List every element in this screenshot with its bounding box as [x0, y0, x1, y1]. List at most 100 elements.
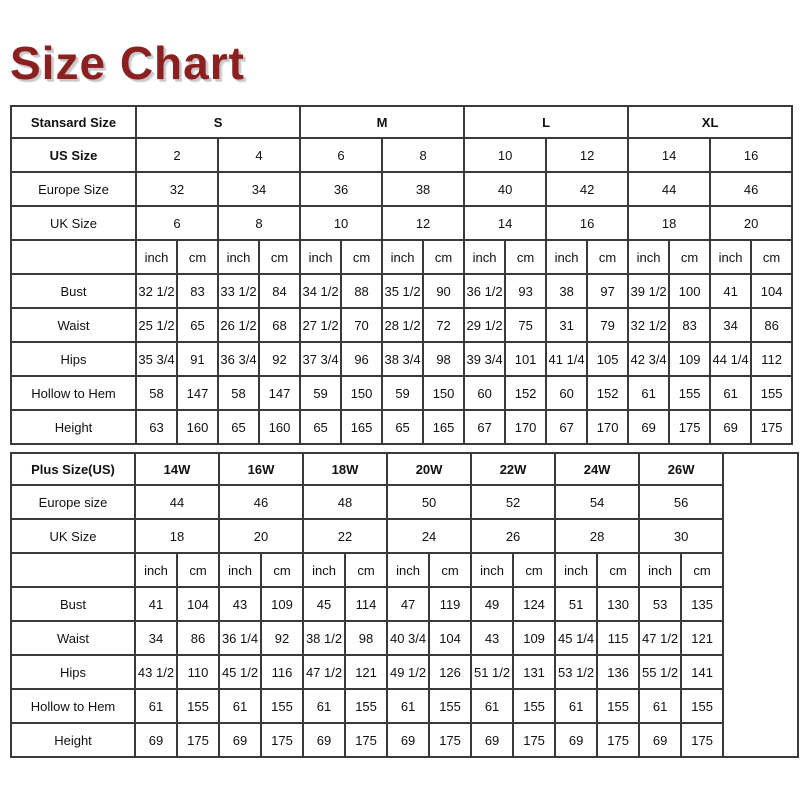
- size-value-cell: 18: [133, 518, 221, 554]
- measurement-value-cell: 38 1/2: [302, 620, 347, 656]
- size-row: UK Size 18 20 22 24 26 28 30: [10, 518, 798, 554]
- measurement-value-cell: 36 1/2: [463, 273, 507, 309]
- measurement-value-cell: 175: [344, 722, 389, 758]
- measurement-value-cell: 51 1/2: [470, 654, 515, 690]
- measurement-value-cell: 160: [257, 409, 302, 445]
- size-value-cell: 14: [463, 205, 548, 241]
- measurement-value-cell: 152: [586, 375, 630, 411]
- measurement-value-cell: 69: [627, 409, 671, 445]
- measurement-row: Height 63 160 65 160 65 165 65 165 67 170 67 170 69 17…: [10, 409, 794, 445]
- measurement-row: Bust 32 1/2 83 33 1/2 84 34 1/2 88 35 1/2 90 36 1…: [10, 273, 794, 309]
- size-value-cell: 20: [709, 205, 794, 241]
- size-value-cell: 34: [216, 171, 302, 207]
- size-value-cell: 40: [463, 171, 548, 207]
- measurement-value-cell: 175: [260, 722, 305, 758]
- unit-cm-cell: cm: [422, 239, 466, 275]
- row-label-cell: Hips: [10, 341, 137, 377]
- measurement-value-cell: 61: [638, 688, 683, 724]
- measurement-value-cell: 35 1/2: [381, 273, 425, 309]
- size-row: US Size 2 4 6 8 10 12 14 16: [10, 137, 794, 173]
- measurement-value-cell: 69: [554, 722, 599, 758]
- measurement-value-cell: 65: [176, 307, 219, 343]
- measurement-value-cell: 115: [596, 620, 641, 656]
- unit-cm-cell: cm: [586, 239, 630, 275]
- measurement-value-cell: 83: [668, 307, 712, 343]
- measurement-value-cell: 65: [299, 409, 343, 445]
- size-value-cell: 4: [216, 137, 302, 173]
- measurement-value-cell: 86: [175, 620, 221, 656]
- measurement-value-cell: 72: [422, 307, 466, 343]
- group-header-cell: 22W: [470, 452, 557, 486]
- table-header-row: Plus Size(US) 14W 16W 18W 20W 22W 24W 26W: [10, 452, 800, 758]
- size-value-cell: 48: [302, 484, 389, 520]
- measurement-value-cell: 69: [470, 722, 515, 758]
- measurement-value-cell: 110: [175, 654, 221, 690]
- measurement-value-cell: 101: [504, 341, 548, 377]
- size-value-cell: 18: [627, 205, 712, 241]
- size-value-cell: 8: [216, 205, 302, 241]
- unit-inch-cell: inch: [386, 552, 431, 588]
- measurement-value-cell: 61: [386, 688, 431, 724]
- measurement-value-cell: 100: [668, 273, 712, 309]
- measurement-value-cell: 147: [257, 375, 302, 411]
- measurement-value-cell: 69: [709, 409, 753, 445]
- size-value-cell: 32: [135, 171, 219, 207]
- unit-cm-cell: cm: [176, 239, 219, 275]
- measurement-value-cell: 104: [175, 586, 221, 622]
- measurement-value-cell: 45 1/2: [218, 654, 263, 690]
- group-header-cell: M: [299, 105, 466, 139]
- measurement-value-cell: 131: [512, 654, 557, 690]
- unit-inch-cell: inch: [627, 239, 671, 275]
- measurement-value-cell: 105: [586, 341, 630, 377]
- size-value-cell: 38: [381, 171, 466, 207]
- measurement-value-cell: 75: [504, 307, 548, 343]
- measurement-value-cell: 68: [257, 307, 302, 343]
- measurement-value-cell: 35 3/4: [135, 341, 178, 377]
- size-value-cell: 24: [386, 518, 473, 554]
- row-label-cell: Bust: [10, 586, 136, 622]
- group-header-cell: 14W: [133, 452, 221, 486]
- measurement-value-cell: 109: [260, 586, 305, 622]
- measurement-value-cell: 152: [504, 375, 548, 411]
- measurement-value-cell: 119: [428, 586, 473, 622]
- row-label-cell: Waist: [10, 307, 137, 343]
- measurement-value-cell: 116: [260, 654, 305, 690]
- measurement-value-cell: 160: [176, 409, 219, 445]
- measurement-value-cell: 69: [218, 722, 263, 758]
- measurement-value-cell: 83: [176, 273, 219, 309]
- measurement-value-cell: 43: [470, 620, 515, 656]
- unit-inch-cell: inch: [709, 239, 753, 275]
- measurement-value-cell: 53 1/2: [554, 654, 599, 690]
- measurement-value-cell: 28 1/2: [381, 307, 425, 343]
- measurement-value-cell: 69: [302, 722, 347, 758]
- size-value-cell: 6: [299, 137, 384, 173]
- measurement-value-cell: 59: [381, 375, 425, 411]
- measurement-value-cell: 155: [680, 688, 725, 724]
- measurement-value-cell: 155: [596, 688, 641, 724]
- measurement-value-cell: 70: [340, 307, 384, 343]
- unit-header-row: inch cm inch cm inch cm inch cm inch cm inch cm inch…: [10, 239, 794, 275]
- size-value-cell: 6: [135, 205, 219, 241]
- unit-inch-cell: inch: [381, 239, 425, 275]
- size-value-cell: 52: [470, 484, 557, 520]
- measurement-value-cell: 32 1/2: [627, 307, 671, 343]
- measurement-value-cell: 175: [680, 722, 725, 758]
- measurement-value-cell: 88: [340, 273, 384, 309]
- size-value-cell: 2: [135, 137, 219, 173]
- measurement-value-cell: 41: [709, 273, 753, 309]
- measurement-value-cell: 47 1/2: [302, 654, 347, 690]
- size-value-cell: 10: [299, 205, 384, 241]
- size-value-cell: 26: [470, 518, 557, 554]
- measurement-row: Hips 35 3/4 91 36 3/4 92 37 3/4 96 38 3/4 98 39 3…: [10, 341, 794, 377]
- row-label-cell: Waist: [10, 620, 136, 656]
- measurement-value-cell: 130: [596, 586, 641, 622]
- measurement-value-cell: 97: [586, 273, 630, 309]
- measurement-value-cell: 34: [709, 307, 753, 343]
- unit-inch-cell: inch: [554, 552, 599, 588]
- measurement-value-cell: 170: [586, 409, 630, 445]
- size-value-cell: 46: [218, 484, 305, 520]
- size-value-cell: 12: [545, 137, 630, 173]
- measurement-value-cell: 109: [512, 620, 557, 656]
- measurement-value-cell: 121: [344, 654, 389, 690]
- unit-inch-cell: inch: [135, 239, 178, 275]
